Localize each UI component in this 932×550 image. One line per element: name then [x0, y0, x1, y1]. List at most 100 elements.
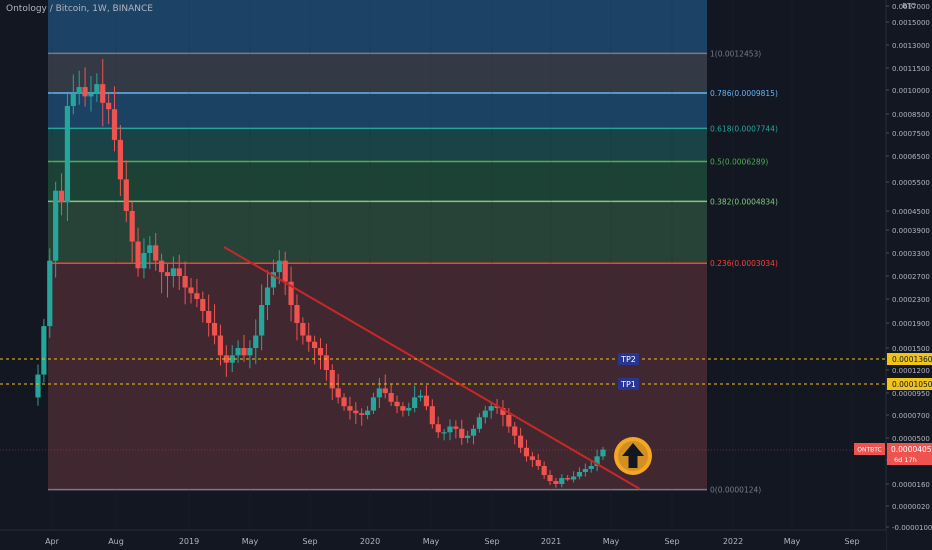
- fib-label-5: 0.236(0.0003034): [710, 259, 778, 268]
- fib-label-1: 0.786(0.0009815): [710, 89, 778, 98]
- price-tick-label: 0.0002300: [892, 296, 930, 304]
- fib-zone-3: [48, 128, 707, 162]
- candle-body: [429, 406, 435, 425]
- candle-body: [194, 293, 200, 299]
- fib-label-4: 0.382(0.0004834): [710, 197, 778, 206]
- candle-body: [259, 305, 265, 336]
- time-tick-label: May: [784, 537, 801, 546]
- price-tick-label: 0.0004500: [892, 208, 930, 216]
- target-price-badge-tp2: [887, 353, 932, 365]
- candle-body: [570, 476, 577, 480]
- candle-body: [170, 268, 176, 276]
- candle-body: [541, 466, 547, 475]
- candle-body: [382, 388, 388, 393]
- candle-body: [100, 84, 106, 103]
- price-axis[interactable]: 0.0017000 0.0015000 0.0013000 0.0011500 0.00…: [854, 0, 932, 550]
- candle-body: [235, 348, 241, 356]
- candle-body: [494, 406, 500, 408]
- candle-body: [400, 406, 406, 411]
- candle-body: [535, 460, 541, 466]
- price-tick-label: 0.0003300: [892, 250, 930, 258]
- candle-body: [388, 393, 394, 402]
- price-tick-label: 0.0001900: [892, 320, 930, 328]
- fib-zones: [48, 0, 707, 490]
- candle-body: [376, 388, 382, 398]
- candle-body: [58, 190, 65, 203]
- price-tick-label: 0.0015000: [892, 19, 930, 27]
- overlays: TP2 TP1: [0, 246, 886, 490]
- candle-body: [182, 276, 188, 288]
- price-tick-label: 0.0001500: [892, 345, 930, 353]
- time-tick-label: 2021: [541, 537, 561, 546]
- candle-body: [253, 335, 259, 348]
- candle-body: [270, 272, 277, 288]
- candle-body: [164, 272, 171, 276]
- candle-body: [435, 424, 441, 433]
- candle-body: [465, 435, 471, 438]
- current-price-value: 0.0000405: [891, 445, 932, 454]
- candle-body: [347, 406, 353, 411]
- candle-body: [306, 335, 312, 342]
- fib-lines: 1(0.0012453) 0.786(0.0009815) 0.618(0.0007…: [48, 49, 778, 495]
- candle-body: [88, 93, 94, 97]
- candles: [35, 58, 606, 488]
- candle-body: [264, 287, 271, 305]
- target-price-label-tp2: 0.0001360: [892, 355, 932, 364]
- candle-body: [370, 397, 377, 411]
- candle-body: [117, 139, 123, 180]
- price-tick-label: 0.0000500: [892, 435, 930, 443]
- fib-label-6: 0(0.0000124): [710, 486, 761, 495]
- time-tick-label: 2019: [179, 537, 199, 546]
- candle-body: [294, 305, 300, 323]
- target-label-tp2: TP2: [620, 355, 636, 364]
- fib-zone-5: [48, 201, 707, 264]
- time-axis-bg: [0, 530, 886, 550]
- target-label-tp1: TP1: [620, 380, 636, 389]
- price-tick-label: 0.0001200: [892, 367, 930, 375]
- candle-body: [188, 287, 194, 294]
- fib-label-3: 0.5(0.0006289): [710, 157, 768, 166]
- time-tick-label: Sep: [664, 537, 679, 546]
- time-tick-label: May: [603, 537, 620, 546]
- candle-body: [423, 395, 430, 407]
- time-tick-label: 2022: [723, 537, 743, 546]
- time-axis[interactable]: Apr Aug 2019 May Sep 2020 May Sep 2021 May Sep 2022…: [0, 529, 886, 550]
- time-tick-label: Aug: [108, 537, 124, 546]
- candle-body: [582, 469, 588, 472]
- target-price-badge-tp1: [887, 378, 932, 390]
- time-grid: [51, 0, 853, 530]
- price-tick-label: 0.0000700: [892, 412, 930, 420]
- time-tick-label: 2020: [360, 537, 380, 546]
- candle-body: [41, 326, 47, 375]
- candle-body: [135, 241, 141, 269]
- candle-body: [247, 348, 253, 356]
- candle-body: [406, 407, 412, 411]
- candle-body: [500, 407, 506, 415]
- price-tick-label: 0.0010000: [892, 87, 930, 95]
- fib-zone-0: [48, 0, 707, 54]
- candle-body: [147, 245, 153, 253]
- candle-body: [476, 417, 483, 429]
- price-tick-label: 0.0000950: [892, 390, 930, 398]
- trendline: [223, 246, 641, 490]
- candle-body: [76, 87, 82, 94]
- price-tick-label: 0.0000160: [892, 481, 930, 489]
- symbol-label: ONTBTC: [857, 447, 882, 454]
- price-tick-label: 0.0002700: [892, 273, 930, 281]
- price-tick-label: 0.0017000: [892, 3, 930, 11]
- candle-body: [206, 311, 212, 323]
- candle-body: [588, 466, 594, 469]
- target-badge-tp1: [618, 378, 639, 390]
- candle-body: [217, 335, 224, 356]
- fib-zone-4: [48, 161, 707, 202]
- time-tick-label: Sep: [844, 537, 859, 546]
- candle-body: [35, 374, 41, 398]
- candle-body: [576, 472, 583, 477]
- current-price-badge: [887, 443, 932, 465]
- candle-body: [141, 253, 147, 269]
- candle-body: [412, 397, 418, 408]
- price-tick-label: 0.0005500: [892, 179, 930, 187]
- candle-body: [317, 348, 324, 356]
- candle-body: [229, 355, 235, 363]
